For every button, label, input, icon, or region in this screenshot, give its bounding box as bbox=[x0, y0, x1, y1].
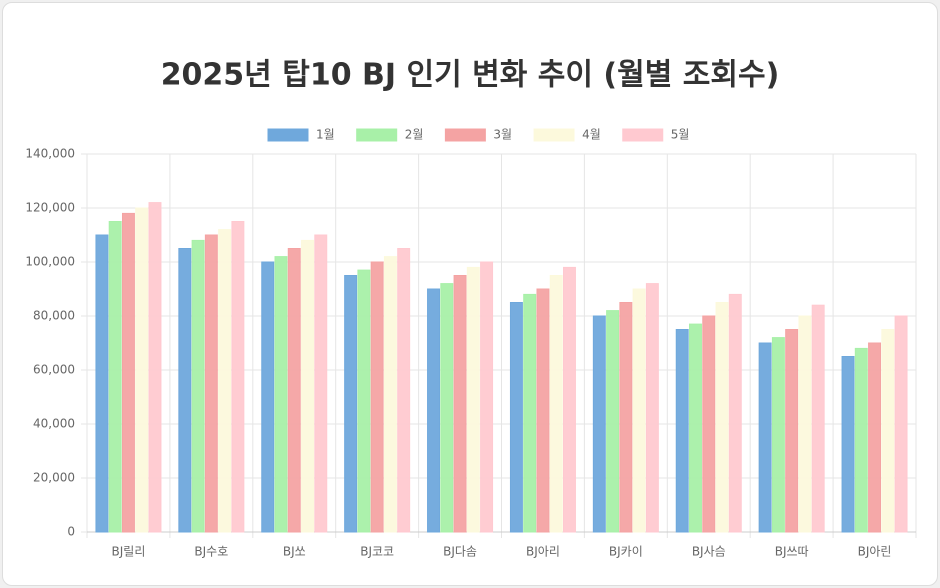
bar bbox=[427, 288, 440, 533]
bar bbox=[715, 302, 729, 533]
y-tick-label: 40,000 bbox=[33, 417, 75, 431]
x-tick-label: BJ코코 bbox=[360, 545, 394, 559]
bar bbox=[204, 234, 218, 533]
bar bbox=[397, 248, 411, 533]
legend-label: 4월 bbox=[582, 128, 601, 142]
bar bbox=[645, 283, 659, 533]
bar bbox=[689, 323, 702, 533]
bar bbox=[440, 283, 454, 533]
x-tick-label: BJ쓰따 bbox=[775, 545, 809, 559]
legend-swatch bbox=[533, 128, 575, 142]
bar bbox=[632, 288, 646, 533]
bar bbox=[370, 261, 384, 533]
bar bbox=[121, 212, 135, 533]
bar bbox=[728, 293, 742, 533]
bar bbox=[95, 234, 109, 533]
x-tick-label: BJ쏘 bbox=[283, 545, 306, 559]
bar bbox=[868, 342, 882, 533]
y-tick-label: 120,000 bbox=[25, 201, 75, 215]
bar bbox=[811, 304, 825, 533]
bar bbox=[218, 229, 232, 533]
legend-label: 1월 bbox=[316, 128, 335, 142]
bar bbox=[785, 329, 799, 533]
bar bbox=[894, 315, 908, 533]
bar bbox=[509, 302, 523, 533]
bar bbox=[854, 347, 868, 533]
bar bbox=[480, 261, 494, 533]
bar bbox=[549, 275, 563, 533]
bar bbox=[592, 315, 606, 533]
bar bbox=[536, 288, 550, 533]
bar bbox=[523, 293, 537, 533]
bar bbox=[178, 248, 192, 533]
x-tick-label: BJ수호 bbox=[194, 545, 228, 559]
legend-swatch bbox=[356, 128, 398, 142]
bar bbox=[771, 337, 785, 533]
bar bbox=[148, 202, 162, 533]
bar bbox=[563, 266, 576, 533]
bar bbox=[453, 275, 467, 533]
x-tick-label: BJ아린 bbox=[858, 545, 892, 559]
chart-title: 2025년 탑10 BJ 인기 변화 추이 (월별 조회수) bbox=[161, 58, 780, 93]
bar bbox=[287, 248, 301, 533]
x-tick-label: BJ사슴 bbox=[692, 545, 726, 559]
legend-swatch bbox=[267, 128, 309, 142]
bar bbox=[841, 356, 855, 533]
bar bbox=[314, 234, 328, 533]
x-tick-label: BJ다솜 bbox=[443, 545, 477, 559]
y-tick-label: 20,000 bbox=[33, 471, 75, 485]
legend-label: 2월 bbox=[405, 128, 424, 142]
legend-label: 3월 bbox=[493, 128, 512, 142]
y-tick-label: 60,000 bbox=[33, 363, 75, 377]
bar bbox=[191, 239, 205, 533]
bar bbox=[702, 315, 716, 533]
bar bbox=[344, 275, 358, 533]
y-tick-label: 140,000 bbox=[25, 147, 75, 161]
legend-swatch bbox=[622, 128, 664, 142]
legend-label: 5월 bbox=[671, 128, 690, 142]
y-tick-label: 0 bbox=[67, 525, 75, 539]
bar bbox=[108, 221, 122, 533]
bar bbox=[606, 310, 620, 533]
legend-swatch bbox=[444, 128, 486, 142]
x-tick-label: BJ카이 bbox=[609, 545, 643, 559]
bar bbox=[301, 239, 314, 533]
bar bbox=[466, 266, 480, 533]
bar bbox=[881, 329, 895, 533]
bar bbox=[619, 302, 633, 533]
bar bbox=[798, 315, 812, 533]
y-tick-label: 80,000 bbox=[33, 309, 75, 323]
x-tick-label: BJ아리 bbox=[526, 545, 560, 559]
bar bbox=[135, 207, 149, 533]
bar bbox=[383, 256, 397, 533]
bar bbox=[231, 221, 245, 533]
bar bbox=[758, 342, 772, 533]
bar bbox=[274, 256, 288, 533]
bar bbox=[675, 329, 689, 533]
y-tick-label: 100,000 bbox=[25, 255, 75, 269]
x-tick-label: BJ릴리 bbox=[112, 545, 146, 559]
bar bbox=[357, 269, 371, 533]
bar bbox=[261, 261, 275, 533]
